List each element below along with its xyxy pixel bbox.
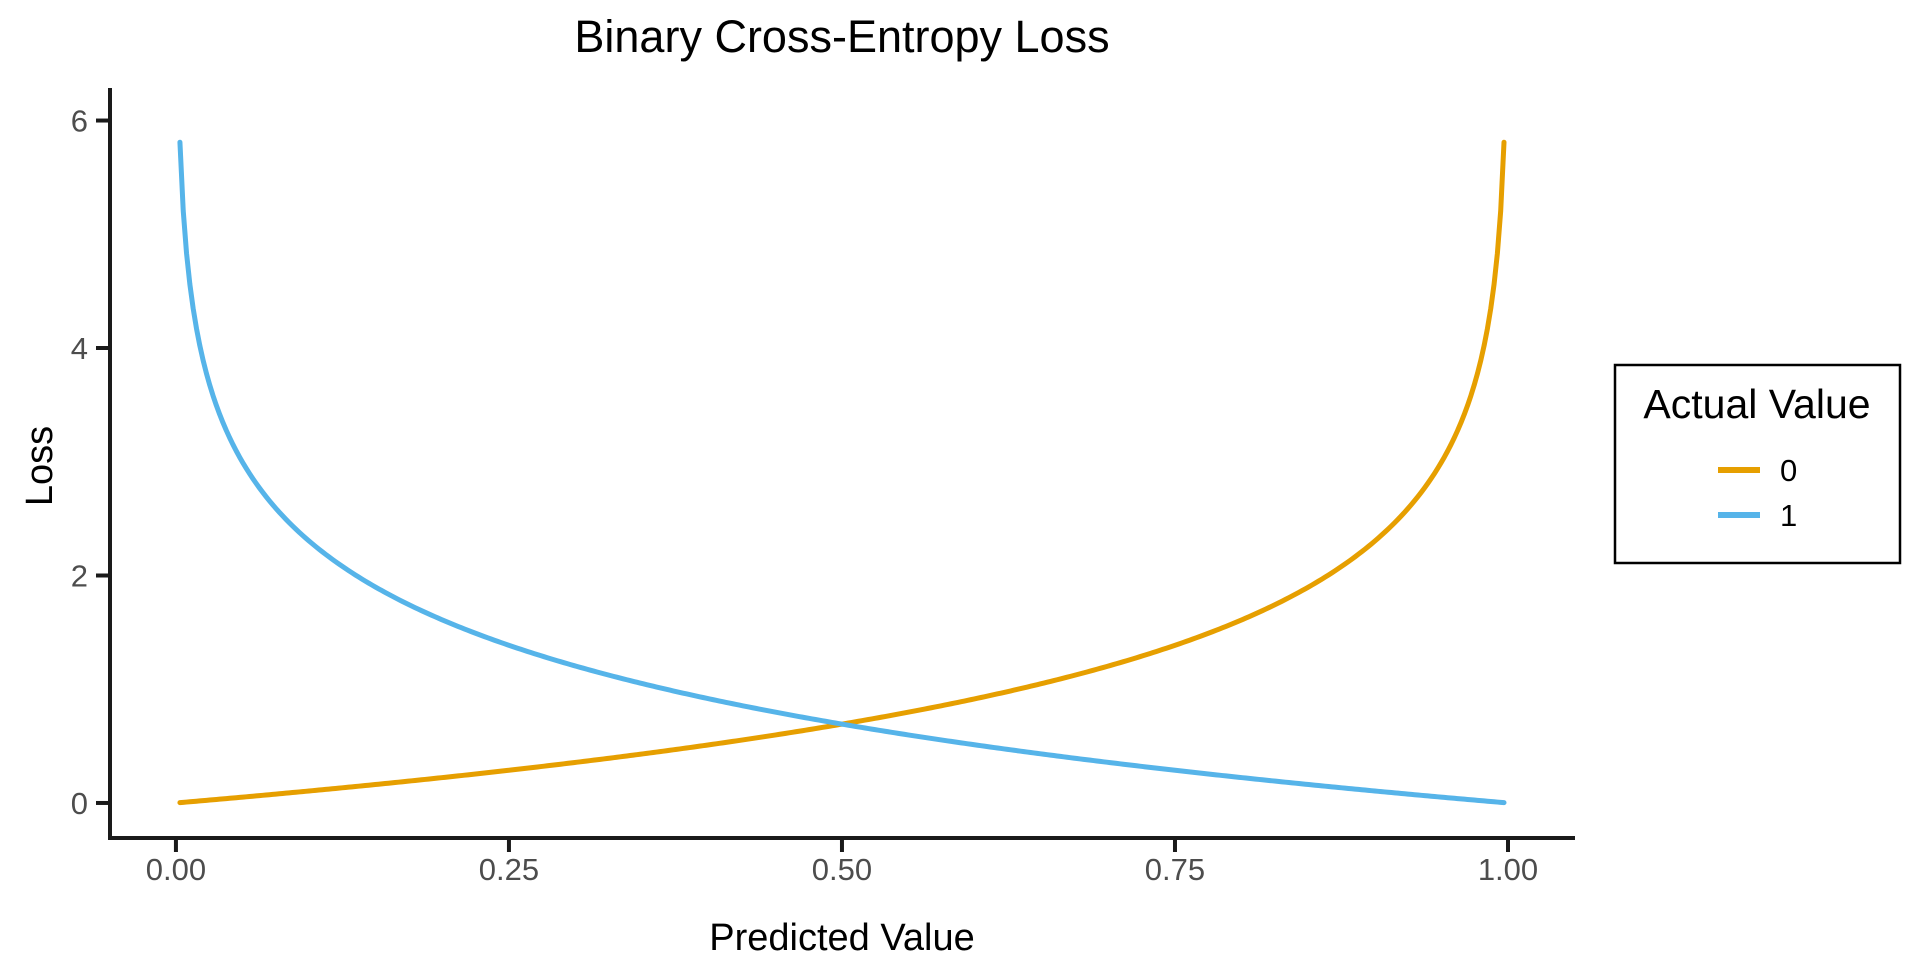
x-tick-label: 1.00	[1478, 852, 1538, 887]
legend-box	[1613, 363, 1902, 565]
legend-entry-label-0: 0	[1780, 453, 1797, 488]
legend-entry-label-1: 1	[1780, 498, 1797, 533]
legend: Actual Value 01	[1613, 363, 1902, 565]
x-tick-label: 0.50	[812, 852, 872, 887]
y-ticks: 0 2 4 6	[71, 104, 108, 821]
x-tick-label: 0.00	[146, 852, 206, 887]
x-tick-label: 0.25	[479, 852, 539, 887]
series-lines	[177, 139, 1507, 806]
y-tick-label: 2	[71, 558, 88, 593]
x-ticks: 0.00 0.25 0.50 0.75 1.00	[146, 840, 1538, 887]
series-line-actual-1	[177, 139, 1507, 806]
y-axis-title: Loss	[19, 426, 61, 506]
x-axis-title: Predicted Value	[709, 917, 974, 959]
chart-title: Binary Cross-Entropy Loss	[574, 11, 1109, 62]
plot-panel: 0.00 0.25 0.50 0.75 1.00 0 2 4 6	[71, 88, 1575, 887]
y-tick-label: 0	[71, 786, 88, 821]
y-tick-label: 4	[71, 331, 88, 366]
series-line-actual-0	[177, 139, 1507, 806]
legend-entries: 01	[1718, 453, 1797, 533]
legend-title: Actual Value	[1643, 381, 1870, 427]
y-tick-label: 6	[71, 104, 88, 139]
x-tick-label: 0.75	[1145, 852, 1205, 887]
